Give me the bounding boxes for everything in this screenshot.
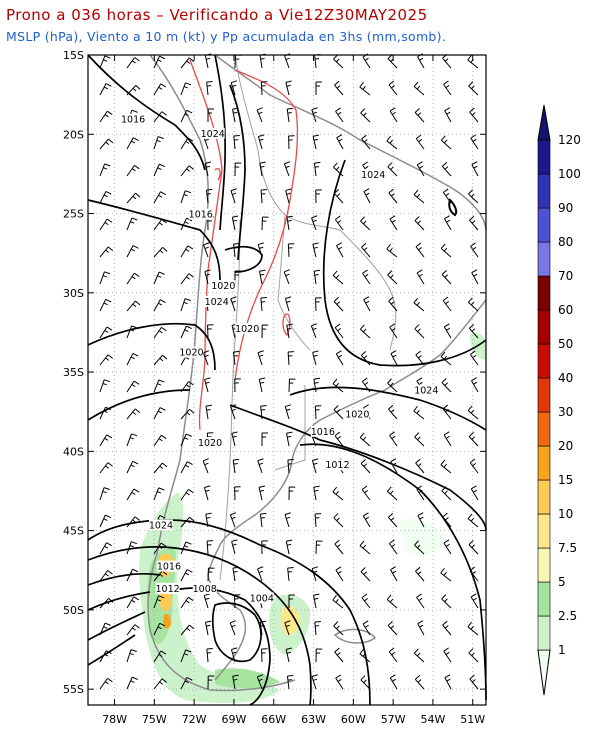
colorbar-label: 7.5	[558, 541, 577, 555]
isobar-labels: 1016 1024 1024 1016 1020 1024 1020 1020 1024 1020…	[121, 113, 438, 604]
lat-tick-label: 40S	[63, 445, 84, 458]
colorbar-label: 2.5	[558, 609, 577, 623]
colorbar-segment	[537, 275, 551, 311]
colorbar-segment	[537, 173, 551, 209]
lon-tick-label: 63W	[301, 713, 326, 726]
colorbar-segment	[537, 343, 551, 379]
lon-tick-label: 69W	[221, 713, 246, 726]
lon-tick-label: 51W	[460, 713, 485, 726]
latitude-labels: 15S 20S 25S 30S 35S 40S 45S 50S 55S	[63, 49, 486, 696]
lon-tick-label: 57W	[381, 713, 406, 726]
lon-tick-label: 54W	[420, 713, 445, 726]
colorbar-label: 50	[558, 337, 573, 351]
lon-tick-label: 72W	[182, 713, 207, 726]
precip-colorbar: 1 2.5 5 7.5 10 15 20 30 40 50 60 70 80 90 100 120	[537, 104, 581, 696]
isobar-label: 1024	[149, 520, 173, 531]
isobar-label: 1024	[361, 170, 385, 181]
colorbar-label: 30	[558, 405, 573, 419]
map-frame	[87, 54, 487, 706]
colorbar-label: 60	[558, 303, 573, 317]
colorbar-label: 10	[558, 507, 573, 521]
colorbar-segment	[537, 513, 551, 549]
lat-tick-label: 50S	[63, 604, 84, 617]
colorbar-label: 5	[558, 575, 566, 589]
isobar-label: 1016	[189, 210, 213, 221]
lon-tick-label: 78W	[102, 713, 127, 726]
colorbar-label: 1	[558, 643, 566, 657]
title-line-1: Prono a 036 horas – Verificando a Vie12Z…	[6, 6, 428, 24]
colorbar-label: 120	[558, 133, 581, 147]
isobar-label: 1020	[211, 281, 235, 292]
isobar-label: 1016	[311, 427, 335, 438]
title-line-2: MSLP (hPa), Viento a 10 m (kt) y Pp acum…	[6, 29, 447, 44]
red-contours	[189, 59, 299, 431]
isobar-label: 1020	[235, 324, 259, 335]
borders	[219, 54, 397, 581]
isobar-label: 1016	[157, 562, 181, 573]
isobar-label: 1016	[121, 115, 145, 126]
colorbar-label: 20	[558, 439, 573, 453]
isobar-label: 1012	[156, 584, 180, 595]
isobar-label: 1004	[250, 593, 274, 604]
colorbar-label: 100	[558, 167, 581, 181]
lat-tick-label: 30S	[63, 287, 84, 300]
isobar-label: 1012	[325, 460, 349, 471]
wind-barbs	[99, 53, 479, 690]
colorbar-label: 90	[558, 201, 573, 215]
colorbar-segment	[537, 615, 551, 651]
lat-tick-label: 45S	[63, 525, 84, 538]
colorbar-label: 40	[558, 371, 573, 385]
isobar-label: 1020	[345, 409, 369, 420]
isobar-label: 1024	[414, 386, 438, 397]
coastlines	[147, 54, 487, 692]
lon-tick-label: 75W	[142, 713, 167, 726]
lon-tick-label: 60W	[341, 713, 366, 726]
lat-tick-label: 55S	[63, 683, 84, 696]
isobar-label: 1020	[179, 348, 203, 359]
colorbar-segment	[537, 241, 551, 277]
colorbar-segment	[537, 411, 551, 447]
colorbar-label: 80	[558, 235, 573, 249]
colorbar-segment	[537, 207, 551, 243]
colorbar-label: 70	[558, 269, 573, 283]
lat-tick-label: 25S	[63, 208, 84, 221]
colorbar-segment	[537, 445, 551, 481]
colorbar-segment	[537, 479, 551, 515]
colorbar-label: 15	[558, 473, 573, 487]
isobar-label: 1020	[198, 438, 222, 449]
colorbar-segment	[537, 139, 551, 175]
lat-tick-label: 20S	[63, 128, 84, 141]
isobar-label: 1024	[201, 129, 225, 140]
colorbar-segment	[537, 581, 551, 617]
lon-tick-label: 66W	[261, 713, 286, 726]
isobar-label: 1008	[193, 584, 217, 595]
isobar-label: 1024	[205, 297, 229, 308]
lat-tick-label: 15S	[63, 49, 84, 62]
lat-tick-label: 35S	[63, 366, 84, 379]
longitude-labels: 78W 75W 72W 69W 66W 63W 60W 57W 54W 51W	[102, 55, 485, 726]
colorbar-segment	[537, 377, 551, 413]
colorbar-segment	[537, 309, 551, 345]
colorbar-segment	[537, 547, 551, 583]
